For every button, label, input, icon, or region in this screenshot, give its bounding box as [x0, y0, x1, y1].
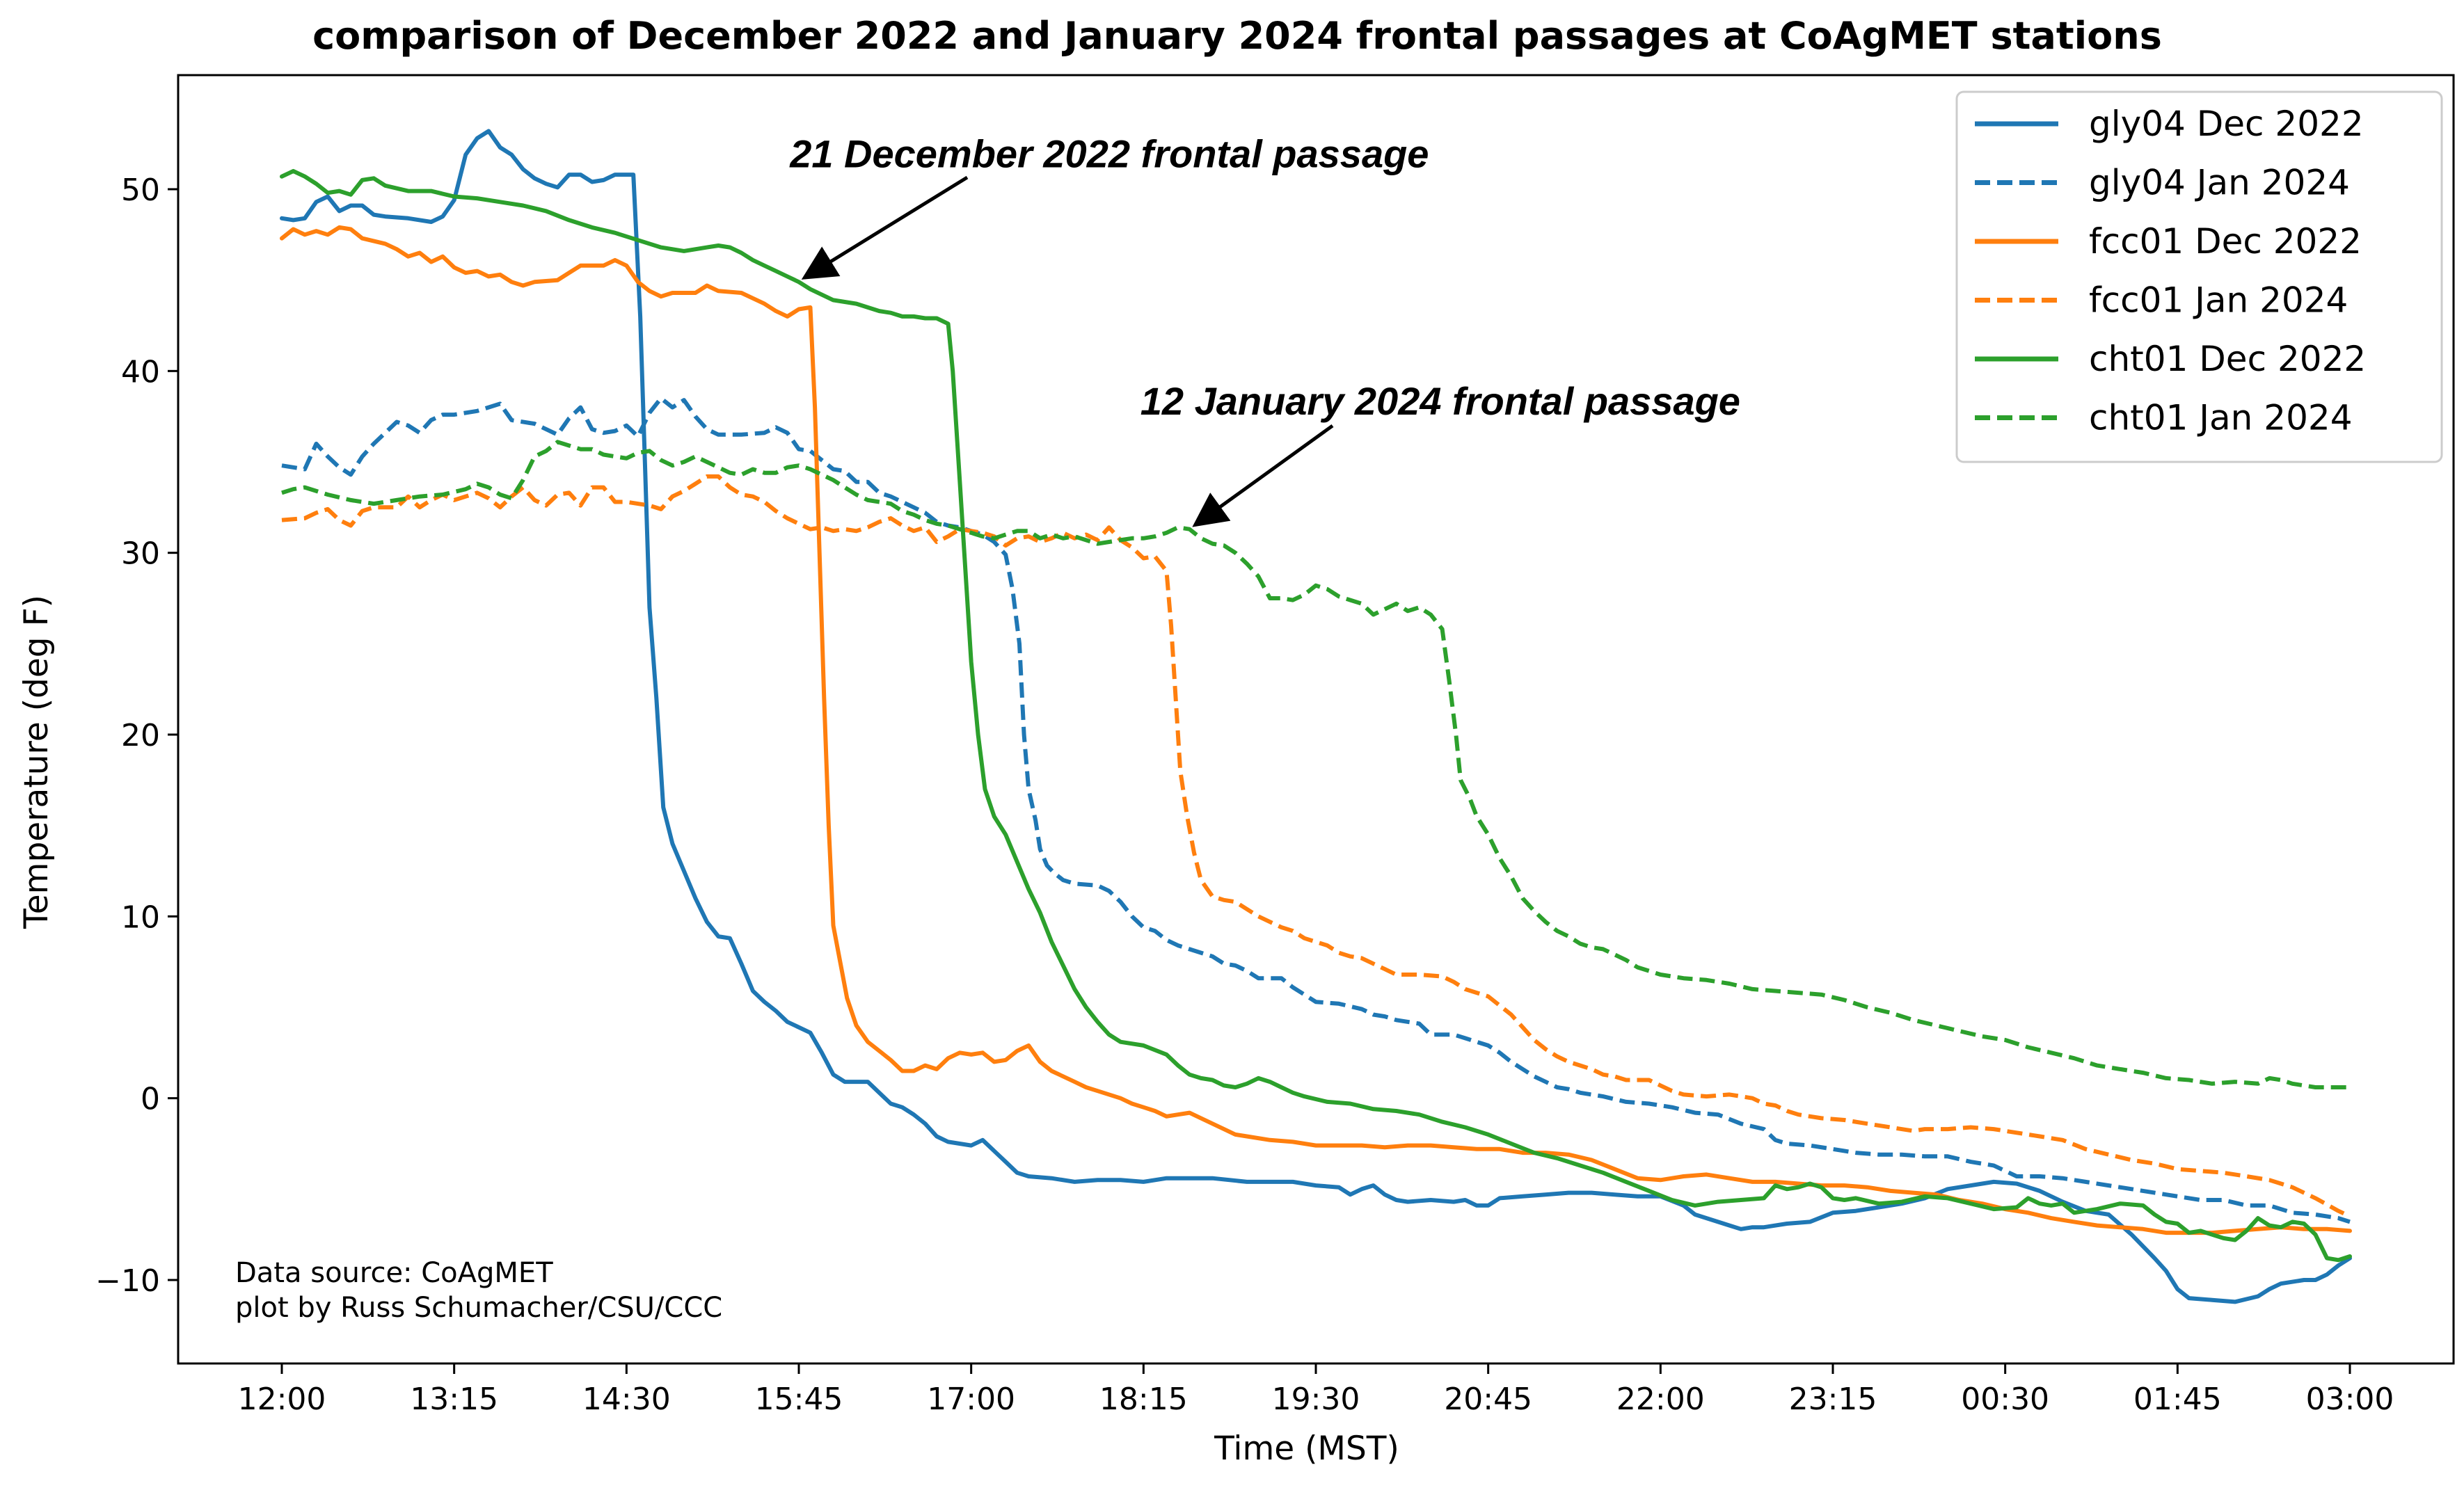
- series-layer: [280, 129, 2352, 1304]
- x-tick-label: 12:00: [238, 1382, 326, 1417]
- legend-label: cht01 Dec 2022: [2089, 339, 2366, 379]
- x-tick-label: 13:15: [410, 1382, 498, 1417]
- y-tick-label: 40: [121, 354, 160, 390]
- x-tick-label: 20:45: [1444, 1382, 1532, 1417]
- series-line-gly04-dec-2022: [280, 129, 2352, 1304]
- x-tick-label: 23:15: [1789, 1382, 1877, 1417]
- data-source-note: Data source: CoAgMET: [235, 1257, 553, 1289]
- series-line-cht01-jan-2024: [281, 440, 2350, 1089]
- series-line-fcc01-dec-2022: [280, 225, 2352, 1235]
- x-tick-label: 19:30: [1272, 1382, 1360, 1417]
- y-tick-label: 20: [121, 718, 160, 753]
- y-axis-ticks: 50 40 30 20 10 0 −10: [95, 173, 178, 1299]
- y-tick-label: −10: [95, 1263, 160, 1299]
- legend-label: fcc01 Dec 2022: [2089, 221, 2362, 262]
- legend: gly04 Dec 2022 gly04 Jan 2024 fcc01 Dec 20…: [1955, 90, 2443, 463]
- y-tick-label: 0: [141, 1082, 160, 1117]
- y-tick-label: 10: [121, 899, 160, 935]
- legend-box: [1955, 90, 2443, 463]
- annotation-dec-2022: 21 December 2022 frontal passage: [789, 132, 1429, 176]
- x-tick-label: 17:00: [927, 1382, 1015, 1417]
- y-tick-label: 30: [121, 536, 160, 572]
- annotation-arrow-jan-2024: [1192, 424, 1334, 527]
- x-tick-label: 22:00: [1616, 1382, 1705, 1417]
- plot-area: 21 December 2022 frontal passage 12 Janu…: [95, 74, 2455, 1417]
- legend-label: gly04 Jan 2024: [2089, 163, 2350, 203]
- annotation-arrow-dec-2022: [801, 175, 969, 280]
- y-axis-label: Temperature (deg F): [17, 595, 56, 929]
- plot-credit-note: plot by Russ Schumacher/CSU/CCC: [235, 1292, 722, 1324]
- x-tick-label: 18:15: [1099, 1382, 1188, 1417]
- x-tick-label: 15:45: [755, 1382, 843, 1417]
- x-tick-label: 03:00: [2306, 1382, 2394, 1417]
- chart-title: comparison of December 2022 and January …: [312, 14, 2162, 58]
- x-tick-label: 00:30: [1961, 1382, 2049, 1417]
- annotation-layer: 21 December 2022 frontal passage 12 Janu…: [789, 132, 1740, 527]
- legend-label: gly04 Dec 2022: [2089, 104, 2364, 144]
- x-tick-label: 14:30: [582, 1382, 671, 1417]
- series-line-cht01-dec-2022: [280, 168, 2352, 1263]
- x-axis-ticks: 12:00 13:15 14:30 15:45 17:00 18:15 19:30 20:45…: [238, 1363, 2394, 1417]
- x-axis-label: Time (MST): [1214, 1430, 1399, 1468]
- legend-label: fcc01 Jan 2024: [2089, 280, 2348, 321]
- series-line-gly04-jan-2024: [281, 396, 2351, 1224]
- annotation-jan-2024: 12 January 2024 frontal passage: [1140, 379, 1740, 423]
- x-tick-label: 01:45: [2133, 1382, 2222, 1417]
- legend-label: cht01 Jan 2024: [2089, 398, 2353, 438]
- series-line-fcc01-jan-2024: [281, 474, 2351, 1219]
- y-tick-label: 50: [121, 173, 160, 208]
